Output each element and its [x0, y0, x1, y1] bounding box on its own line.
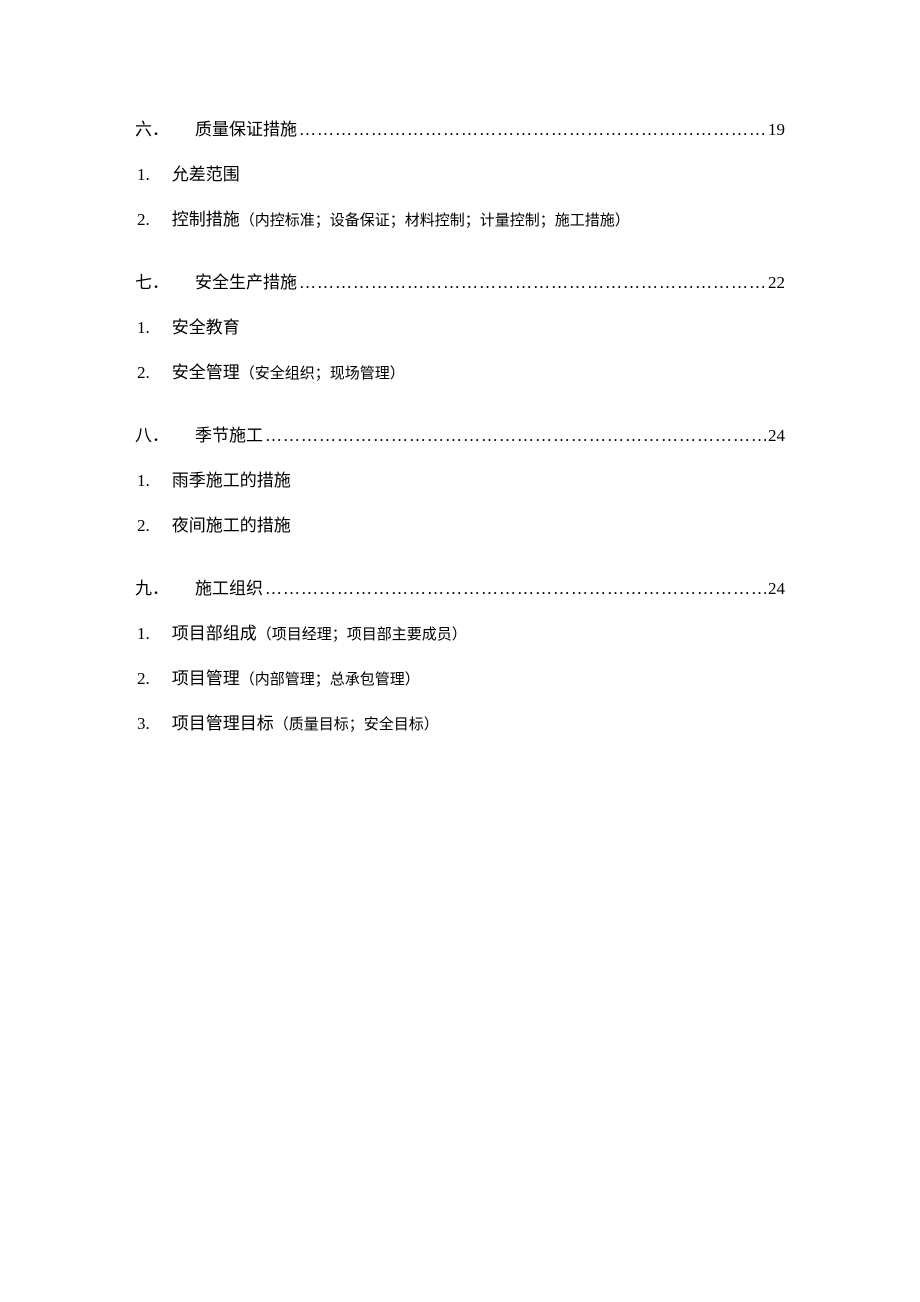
leader-dots: ………………………………………………………………………… — [299, 273, 766, 293]
toc-section-9: 九． 施工组织 ………………………………………………………………………… 24 … — [135, 574, 785, 734]
leader-dots: ………………………………………………………………………… — [265, 579, 766, 599]
sub-item-text: 安全教育 — [172, 313, 240, 338]
section-title: 安全生产措施 — [195, 268, 297, 293]
section-heading: 七． 安全生产措施 ………………………………………………………………………… 2… — [135, 268, 785, 293]
section-number: 九． — [135, 574, 169, 599]
sub-item-detail: （质量目标；安全目标） — [274, 713, 439, 734]
sub-item-text: 夜间施工的措施 — [172, 511, 291, 536]
sub-item-text: 项目管理 — [172, 664, 240, 689]
sub-item-text: 雨季施工的措施 — [172, 466, 291, 491]
toc-section-7: 七． 安全生产措施 ………………………………………………………………………… 2… — [135, 268, 785, 383]
page-number: 22 — [768, 273, 785, 293]
toc-sub-item: 2. 夜间施工的措施 — [137, 511, 785, 536]
section-title: 季节施工 — [195, 421, 263, 446]
page-number: 19 — [768, 120, 785, 140]
section-number: 八． — [135, 421, 169, 446]
section-heading: 八． 季节施工 ………………………………………………………………………… 24 — [135, 421, 785, 446]
toc-sub-item: 2. 控制措施 （内控标准；设备保证；材料控制；计量控制；施工措施） — [137, 205, 785, 230]
sub-item-number: 1. — [137, 624, 150, 644]
leader-dots: ………………………………………………………………………… — [299, 120, 766, 140]
section-title: 施工组织 — [195, 574, 263, 599]
sub-item-text: 项目管理目标 — [172, 709, 274, 734]
toc-sub-item: 1. 安全教育 — [137, 313, 785, 338]
section-number: 七． — [135, 268, 169, 293]
sub-item-number: 1. — [137, 471, 150, 491]
sub-item-detail: （项目经理；项目部主要成员） — [257, 623, 467, 644]
section-number: 六． — [135, 115, 169, 140]
page-number: 24 — [768, 426, 785, 446]
toc-sub-item: 1. 雨季施工的措施 — [137, 466, 785, 491]
sub-item-text: 控制措施 — [172, 205, 240, 230]
sub-item-number: 2. — [137, 210, 150, 230]
page-number: 24 — [768, 579, 785, 599]
sub-item-number: 2. — [137, 516, 150, 536]
sub-item-detail: （内部管理；总承包管理） — [240, 668, 420, 689]
toc-sub-item: 1. 项目部组成 （项目经理；项目部主要成员） — [137, 619, 785, 644]
sub-item-text: 允差范围 — [172, 160, 240, 185]
sub-item-number: 1. — [137, 318, 150, 338]
sub-item-number: 2. — [137, 363, 150, 383]
sub-item-number: 2. — [137, 669, 150, 689]
section-heading: 九． 施工组织 ………………………………………………………………………… 24 — [135, 574, 785, 599]
toc-section-8: 八． 季节施工 ………………………………………………………………………… 24 … — [135, 421, 785, 536]
leader-dots: ………………………………………………………………………… — [265, 426, 766, 446]
sub-item-number: 1. — [137, 165, 150, 185]
toc-section-6: 六． 质量保证措施 ………………………………………………………………………… 1… — [135, 115, 785, 230]
sub-item-text: 安全管理 — [172, 358, 240, 383]
sub-item-text: 项目部组成 — [172, 619, 257, 644]
toc-sub-item: 2. 安全管理 （安全组织；现场管理） — [137, 358, 785, 383]
sub-item-number: 3. — [137, 714, 150, 734]
section-title: 质量保证措施 — [195, 115, 297, 140]
toc-sub-item: 3. 项目管理目标 （质量目标；安全目标） — [137, 709, 785, 734]
sub-item-detail: （内控标准；设备保证；材料控制；计量控制；施工措施） — [240, 209, 630, 230]
section-heading: 六． 质量保证措施 ………………………………………………………………………… 1… — [135, 115, 785, 140]
sub-item-detail: （安全组织；现场管理） — [240, 362, 405, 383]
toc-sub-item: 1. 允差范围 — [137, 160, 785, 185]
toc-sub-item: 2. 项目管理 （内部管理；总承包管理） — [137, 664, 785, 689]
